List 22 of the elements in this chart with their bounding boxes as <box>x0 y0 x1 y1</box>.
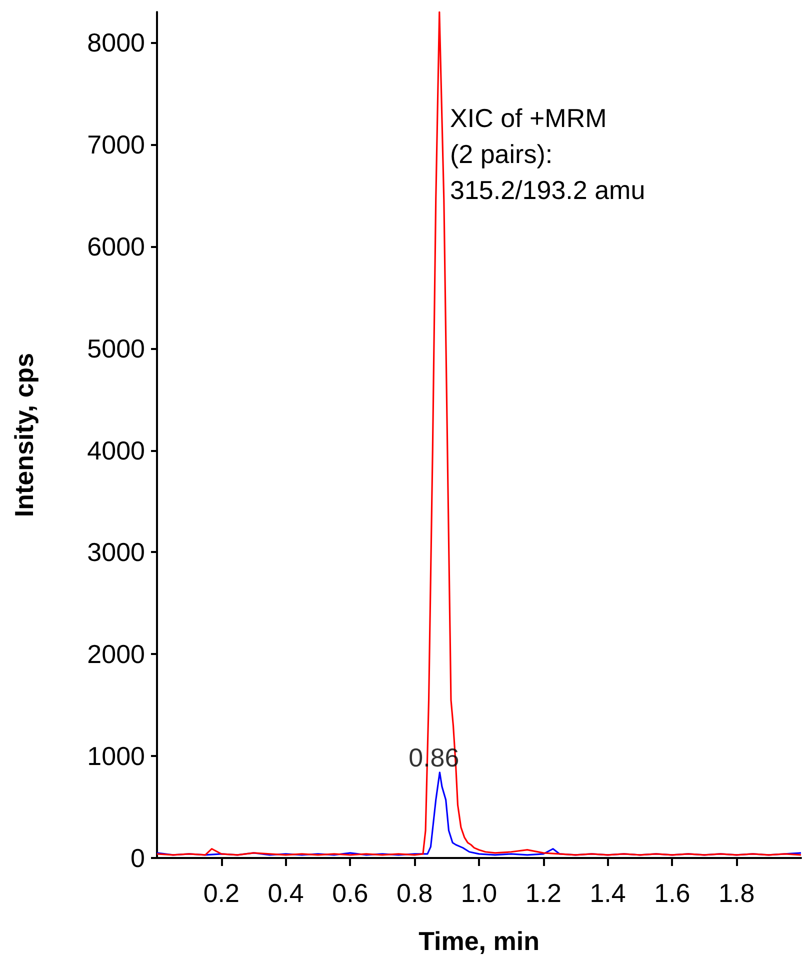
y-tick-label: 5000 <box>87 333 145 364</box>
x-tick-label: 1.8 <box>718 878 755 908</box>
y-tick-label: 0 <box>130 843 145 873</box>
x-tick-label: 0.6 <box>332 878 368 908</box>
y-tick-label: 1000 <box>87 741 145 772</box>
x-tick-label: 0.4 <box>268 878 304 908</box>
line-series <box>156 11 802 856</box>
y-tick-label: 7000 <box>87 130 145 160</box>
x-tick-label: 0.2 <box>203 878 240 908</box>
x-tick-label: 1.4 <box>590 878 626 908</box>
y-axis-title: Intensity, cps <box>9 352 39 518</box>
x-tick-label: 0.8 <box>396 878 433 908</box>
x-tick-label: 1.0 <box>460 878 498 908</box>
y-tick-label: 6000 <box>87 231 145 262</box>
x-tick-label: 1.2 <box>525 878 562 908</box>
x-axis-title: Time, min <box>418 926 540 956</box>
x-tick-label: 1.6 <box>654 878 690 908</box>
y-tick-label: 8000 <box>87 28 145 58</box>
annotation: XIC of +MRM (2 pairs): 315.2/193.2 amu <box>450 103 646 205</box>
y-tick-label: 4000 <box>87 435 145 466</box>
y-tick-label: 2000 <box>87 639 145 670</box>
y-tick-label: 3000 <box>87 537 145 568</box>
